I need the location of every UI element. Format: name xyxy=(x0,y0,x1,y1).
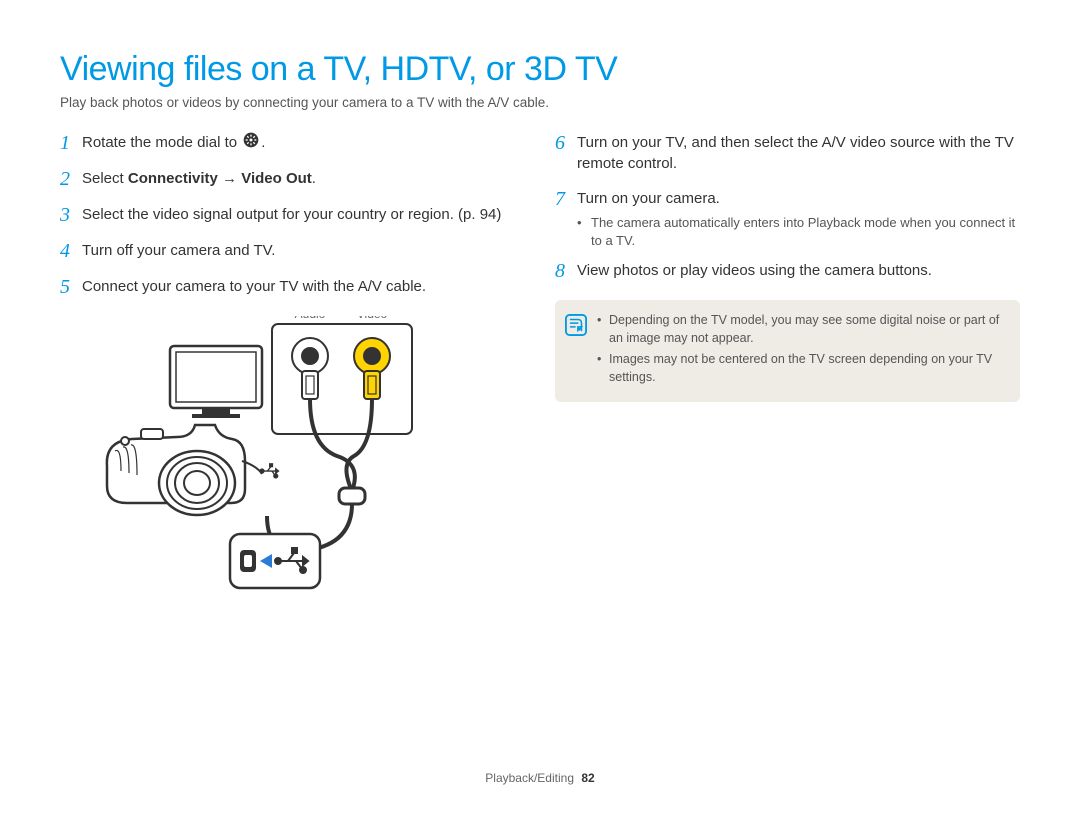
step-1: 1 Rotate the mode dial to xyxy=(60,132,525,154)
step-7-note: • The camera automatically enters into P… xyxy=(577,214,1020,250)
step-4: 4 Turn off your camera and TV. xyxy=(60,240,525,262)
step-text: View photos or play videos using the cam… xyxy=(577,260,1020,281)
av-panel: Audio Video xyxy=(272,316,412,434)
step-text: Select Connectivity → Video Out. xyxy=(82,168,525,189)
tv-icon xyxy=(170,346,262,418)
step-text-post: . xyxy=(312,170,316,187)
step-text: Turn on your TV, and then select the A/V… xyxy=(577,132,1020,174)
step-number: 7 xyxy=(555,188,577,210)
sub-bullet-text: The camera automatically enters into Pla… xyxy=(591,214,1020,250)
page-title: Viewing files on a TV, HDTV, or 3D TV xyxy=(60,50,1020,89)
bullet-icon: • xyxy=(597,312,609,347)
note-box: • Depending on the TV model, you may see… xyxy=(555,300,1020,402)
step-text-pre: Select xyxy=(82,170,128,187)
step-text: Turn on your camera. xyxy=(577,188,1020,209)
note-item: • Depending on the TV model, you may see… xyxy=(597,312,1006,347)
footer-section: Playback/Editing xyxy=(485,771,574,785)
step-text-post: . xyxy=(261,134,265,151)
connection-diagram: Audio Video xyxy=(82,316,525,611)
step-7: 7 Turn on your camera. xyxy=(555,188,1020,210)
step-2: 2 Select Connectivity → Video Out. xyxy=(60,168,525,190)
camera-icon xyxy=(107,425,245,515)
step-text: Connect your camera to your TV with the … xyxy=(82,276,525,297)
note-text: Images may not be centered on the TV scr… xyxy=(609,351,1006,386)
step-text: Rotate the mode dial to xyxy=(82,132,525,154)
step-number: 6 xyxy=(555,132,577,154)
step-text: Turn off your camera and TV. xyxy=(82,240,525,261)
step-text-bold: Connectivity → Video Out xyxy=(128,170,312,187)
bullet-icon: • xyxy=(597,351,609,386)
page-subtitle: Play back photos or videos by connecting… xyxy=(60,95,1020,110)
usb-connector xyxy=(230,534,320,588)
content-columns: 1 Rotate the mode dial to xyxy=(60,132,1020,611)
footer-page-number: 82 xyxy=(581,771,594,785)
video-label: Video xyxy=(357,316,388,321)
step-8: 8 View photos or play videos using the c… xyxy=(555,260,1020,282)
note-list: • Depending on the TV model, you may see… xyxy=(597,312,1006,390)
note-item: • Images may not be centered on the TV s… xyxy=(597,351,1006,386)
step-6: 6 Turn on your TV, and then select the A… xyxy=(555,132,1020,174)
step-number: 4 xyxy=(60,240,82,262)
note-icon xyxy=(565,314,587,390)
step-5: 5 Connect your camera to your TV with th… xyxy=(60,276,525,298)
step-number: 2 xyxy=(60,168,82,190)
left-column: 1 Rotate the mode dial to xyxy=(60,132,525,611)
right-column: 6 Turn on your TV, and then select the A… xyxy=(555,132,1020,611)
step-3: 3 Select the video signal output for you… xyxy=(60,204,525,226)
step-number: 3 xyxy=(60,204,82,226)
gear-icon xyxy=(243,132,259,154)
step-text-pre: Rotate the mode dial to xyxy=(82,134,241,151)
page-footer: Playback/Editing 82 xyxy=(0,771,1080,785)
step-number: 1 xyxy=(60,132,82,154)
bullet-icon: • xyxy=(577,214,591,250)
usb-icon-small xyxy=(260,464,278,478)
audio-label: Audio xyxy=(295,316,326,321)
note-text: Depending on the TV model, you may see s… xyxy=(609,312,1006,347)
step-text: Select the video signal output for your … xyxy=(82,204,525,225)
step-number: 8 xyxy=(555,260,577,282)
step-number: 5 xyxy=(60,276,82,298)
